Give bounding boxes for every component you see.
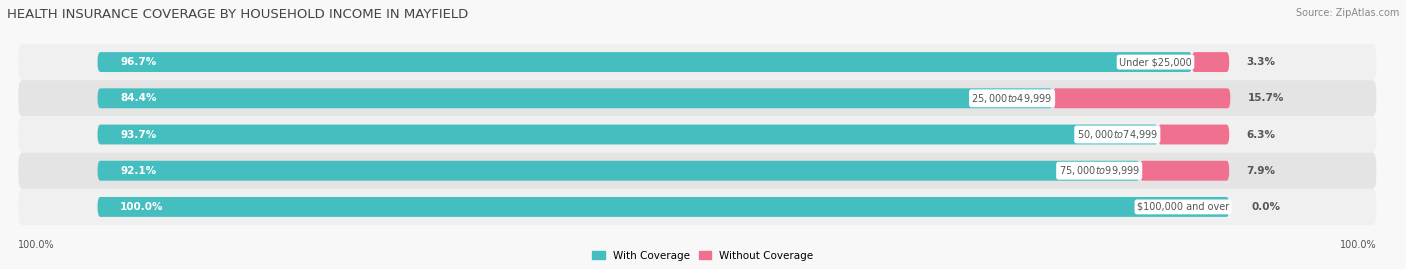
Legend: With Coverage, Without Coverage: With Coverage, Without Coverage (588, 246, 818, 265)
Text: 93.7%: 93.7% (120, 129, 156, 140)
Text: 100.0%: 100.0% (120, 202, 163, 212)
Text: 15.7%: 15.7% (1247, 93, 1284, 103)
Text: 6.3%: 6.3% (1246, 129, 1275, 140)
Text: $100,000 and over: $100,000 and over (1137, 202, 1229, 212)
FancyBboxPatch shape (18, 153, 1376, 189)
FancyBboxPatch shape (97, 161, 1140, 181)
Text: 92.1%: 92.1% (120, 166, 156, 176)
Text: 84.4%: 84.4% (120, 93, 156, 103)
Text: Under $25,000: Under $25,000 (1119, 57, 1192, 67)
Text: Source: ZipAtlas.com: Source: ZipAtlas.com (1295, 8, 1399, 18)
FancyBboxPatch shape (97, 197, 1229, 217)
FancyBboxPatch shape (1053, 88, 1230, 108)
Text: 0.0%: 0.0% (1251, 202, 1281, 212)
Text: 7.9%: 7.9% (1246, 166, 1275, 176)
Text: 96.7%: 96.7% (120, 57, 156, 67)
FancyBboxPatch shape (1159, 125, 1229, 144)
Text: HEALTH INSURANCE COVERAGE BY HOUSEHOLD INCOME IN MAYFIELD: HEALTH INSURANCE COVERAGE BY HOUSEHOLD I… (7, 8, 468, 21)
FancyBboxPatch shape (97, 88, 1053, 108)
FancyBboxPatch shape (18, 80, 1376, 116)
Text: $25,000 to $49,999: $25,000 to $49,999 (972, 92, 1053, 105)
Text: 100.0%: 100.0% (1340, 239, 1376, 250)
Text: $75,000 to $99,999: $75,000 to $99,999 (1059, 164, 1140, 177)
FancyBboxPatch shape (18, 189, 1376, 225)
FancyBboxPatch shape (1140, 161, 1229, 181)
FancyBboxPatch shape (97, 125, 1159, 144)
FancyBboxPatch shape (1192, 52, 1229, 72)
Text: $50,000 to $74,999: $50,000 to $74,999 (1077, 128, 1159, 141)
Text: 100.0%: 100.0% (18, 239, 55, 250)
FancyBboxPatch shape (97, 52, 1192, 72)
FancyBboxPatch shape (18, 116, 1376, 153)
Text: 3.3%: 3.3% (1246, 57, 1275, 67)
FancyBboxPatch shape (18, 44, 1376, 80)
